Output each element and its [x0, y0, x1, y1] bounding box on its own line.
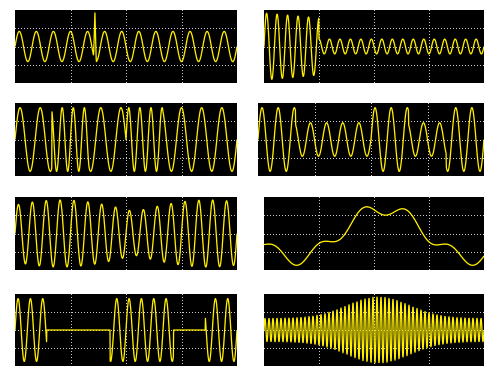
scope-panel-3 [15, 103, 237, 176]
waveform-trace-decay-to-steady [264, 12, 484, 80]
scope-svg [264, 10, 484, 83]
waveform-trace-ask-two-level [258, 107, 484, 172]
scope-svg [15, 103, 237, 176]
scope-svg [264, 197, 484, 270]
waveform-trace-sine-plus-harmonic [264, 206, 484, 266]
scope-panel-6 [264, 197, 484, 270]
waveform-trace-am-modulated [15, 199, 237, 268]
scope-svg [15, 294, 237, 366]
scope-panel-4 [258, 103, 484, 176]
waveform-trace-fsk-full [15, 107, 237, 172]
graticule [264, 197, 484, 270]
waveform-trace-sine-with-spike [15, 12, 237, 63]
scope-svg [15, 10, 237, 83]
waveform-trace-gaussian-burst [264, 296, 484, 364]
scope-svg [258, 103, 484, 176]
scope-panel-1 [15, 10, 237, 83]
scope-svg [15, 197, 237, 270]
scope-panel-2 [264, 10, 484, 83]
scope-panel-7 [15, 294, 237, 366]
scope-panel-5 [15, 197, 237, 270]
waveform-trace-ook-on-off [15, 298, 237, 362]
scope-svg [264, 294, 484, 366]
scope-panel-8 [264, 294, 484, 366]
